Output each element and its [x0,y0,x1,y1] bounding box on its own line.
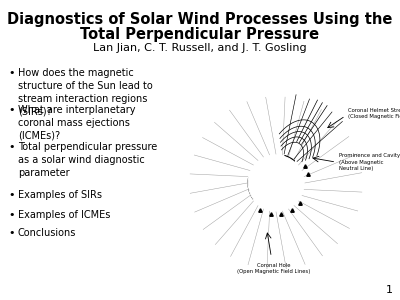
Text: Coronal Hole
(Open Magnetic Field Lines): Coronal Hole (Open Magnetic Field Lines) [237,263,310,274]
Text: •: • [8,228,14,238]
Wedge shape [248,178,276,199]
Text: Lan Jian, C. T. Russell, and J. T. Gosling: Lan Jian, C. T. Russell, and J. T. Gosli… [93,43,307,53]
Text: •: • [8,68,14,78]
Text: •: • [8,105,14,115]
Text: Diagnostics of Solar Wind Processes Using the: Diagnostics of Solar Wind Processes Usin… [7,12,393,27]
Text: •: • [8,210,14,220]
Text: Coronal Helmet Streamer
(Closed Magnetic Field Lines): Coronal Helmet Streamer (Closed Magnetic… [348,108,400,119]
Circle shape [248,155,304,211]
Text: •: • [8,190,14,200]
Text: Examples of ICMEs: Examples of ICMEs [18,210,110,220]
Wedge shape [276,156,294,183]
Text: What are interplanetary
coronal mass ejections
(ICMEs)?: What are interplanetary coronal mass eje… [18,105,136,141]
Text: 1: 1 [386,285,393,295]
Text: Total Perpendicular Pressure: Total Perpendicular Pressure [80,27,320,42]
Text: Examples of SIRs: Examples of SIRs [18,190,102,200]
Text: Prominence and Cavity
(Above Magnetic
Neutral Line): Prominence and Cavity (Above Magnetic Ne… [338,153,400,171]
Text: How does the magnetic
structure of the Sun lead to
stream interaction regions
(S: How does the magnetic structure of the S… [18,68,153,116]
Text: Conclusions: Conclusions [18,228,76,238]
Text: Total perpendicular pressure
as a solar wind diagnostic
parameter: Total perpendicular pressure as a solar … [18,142,157,178]
Text: •: • [8,142,14,152]
